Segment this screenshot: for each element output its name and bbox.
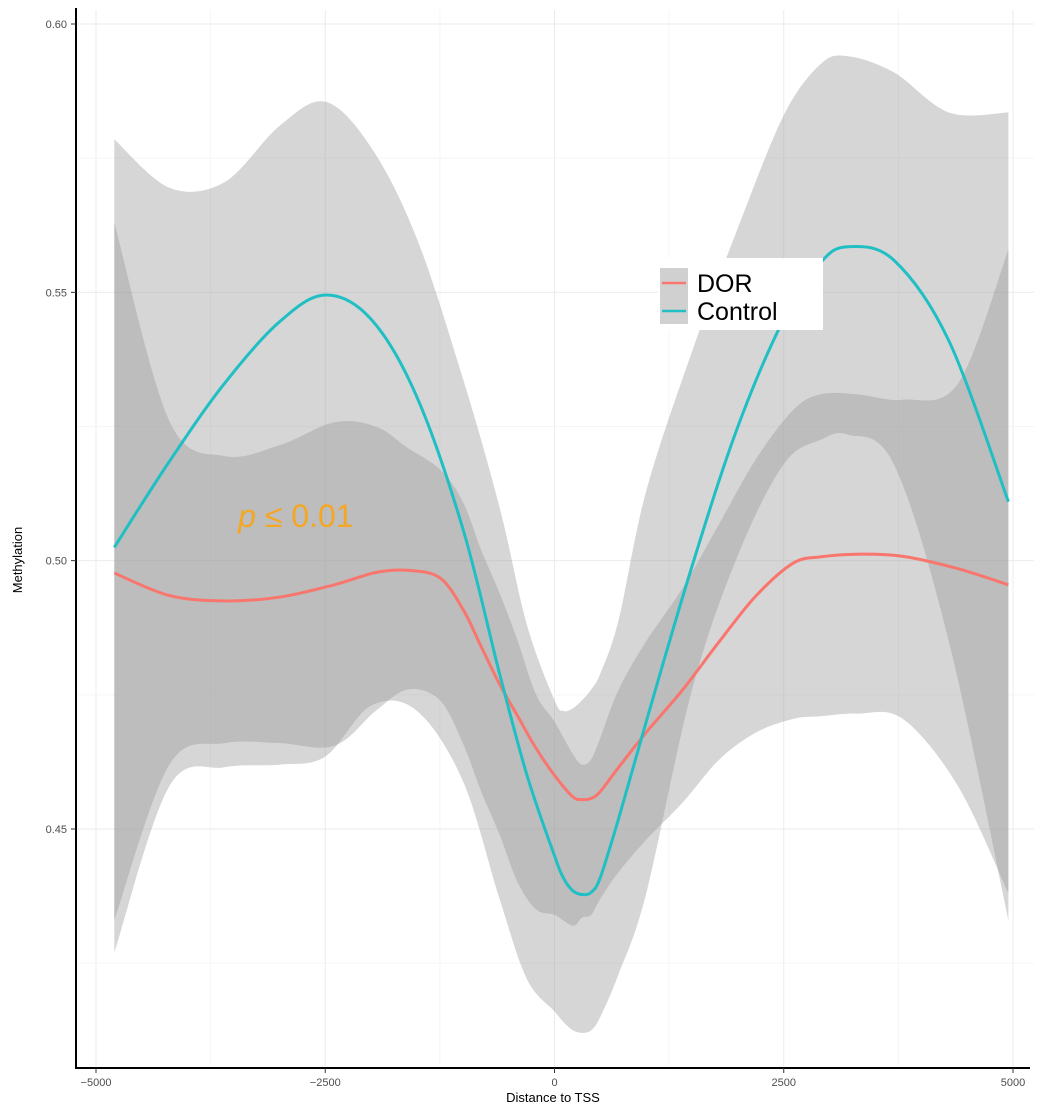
y-tick-label: 0.60 (46, 19, 67, 31)
x-tick-label: 2500 (772, 1077, 796, 1089)
x-ticks: −5000 −2500 0 2500 5000 (81, 1068, 1025, 1089)
y-ticks: 0.45 0.50 0.55 0.60 (46, 19, 76, 836)
y-tick-label: 0.50 (46, 556, 67, 568)
series-line-dor (113, 552, 1009, 802)
legend: DOR Control (658, 258, 823, 330)
grid (78, 10, 1034, 1066)
p-value-threshold: ≤ 0.01 (256, 498, 354, 534)
x-tick-label: 0 (551, 1077, 557, 1089)
y-axis-title: Methylation (10, 527, 25, 593)
legend-label-dor: DOR (697, 270, 753, 298)
x-tick-label: −5000 (81, 1077, 112, 1089)
y-tick-label: 0.55 (46, 287, 67, 299)
x-axis-title: Distance to TSS (506, 1090, 600, 1105)
y-tick-label: 0.45 (46, 824, 67, 836)
confidence-bands (114, 55, 1009, 1033)
legend-label-control: Control (697, 298, 778, 326)
p-value-annotation: p ≤ 0.01 (237, 498, 353, 534)
x-tick-label: 5000 (1001, 1077, 1025, 1089)
x-tick-label: −2500 (310, 1077, 341, 1089)
p-value-symbol: p (237, 498, 256, 534)
